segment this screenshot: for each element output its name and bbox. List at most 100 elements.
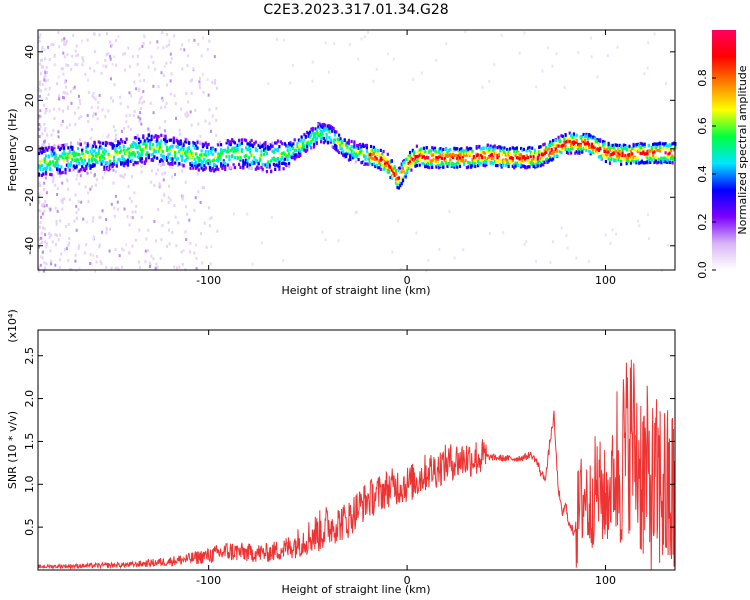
noise-speck: [49, 249, 52, 253]
spectral-cell: [467, 152, 470, 156]
spectral-cell: [431, 159, 434, 163]
noise-speck: [160, 199, 163, 203]
spectral-cell: [496, 154, 499, 158]
spectral-cell: [272, 150, 275, 154]
noise-speck: [170, 72, 173, 76]
spectral-cell: [550, 149, 553, 153]
spectral-cell: [386, 170, 389, 174]
spectral-cell: [149, 139, 152, 143]
spectral-cell: [185, 158, 188, 162]
spectral-cell: [226, 163, 230, 167]
spectral-cell: [329, 138, 332, 142]
noise-speck: [85, 220, 88, 224]
noise-speck: [47, 78, 50, 82]
noise-speck: [90, 171, 92, 174]
noise-speck: [128, 223, 131, 227]
spectral-cell: [78, 169, 81, 173]
noise-speck: [136, 142, 139, 146]
noise-speck: [138, 119, 141, 123]
spectral-cell: [281, 156, 284, 160]
spectral-cell: [170, 138, 173, 142]
spectral-cell: [192, 166, 195, 170]
spectral-cell: [328, 127, 331, 131]
spectral-cell: [506, 152, 509, 156]
spectral-cell: [439, 154, 442, 158]
spectral-cell: [426, 156, 430, 160]
spectral-cell: [199, 153, 202, 157]
spectral-cell: [124, 161, 127, 166]
spectral-cell: [542, 163, 545, 167]
spectral-cell: [570, 147, 573, 151]
spectral-cell: [596, 147, 599, 151]
spectral-cell: [336, 140, 339, 144]
noise-speck: [71, 54, 74, 58]
spectral-cell: [438, 166, 441, 170]
spectral-cell: [270, 145, 273, 149]
spectral-cell: [527, 155, 530, 160]
spectral-cell: [220, 162, 223, 166]
spectral-cell: [431, 146, 434, 150]
noise-speck: [445, 42, 448, 46]
spectral-cell: [193, 163, 196, 167]
spectral-cell: [221, 151, 224, 155]
spectral-cell: [521, 159, 524, 163]
spectral-cell: [483, 156, 487, 160]
spectral-cell: [264, 143, 267, 148]
figure-title: C2E3.2023.317.01.34.G28: [263, 2, 448, 18]
spectral-cell: [454, 147, 457, 151]
spectral-cell: [471, 149, 474, 153]
spectral-cell: [552, 151, 555, 155]
spectral-cell: [528, 148, 531, 152]
spectral-cell: [42, 147, 45, 151]
spectral-cell: [564, 144, 567, 148]
spectral-cell: [615, 150, 619, 154]
noise-speck: [321, 230, 324, 234]
spectral-cell: [654, 142, 657, 146]
spectral-cell: [458, 156, 462, 160]
noise-speck: [464, 30, 467, 34]
spectral-cell: [358, 142, 362, 147]
noise-speck: [171, 155, 174, 159]
noise-speck: [44, 240, 47, 244]
noise-speck: [185, 115, 188, 118]
spectral-cell: [311, 130, 314, 135]
spectral-cell: [183, 137, 187, 141]
spectral-cell: [518, 154, 521, 158]
noise-speck: [101, 108, 104, 112]
spectral-cell: [567, 147, 570, 152]
noise-speck: [80, 115, 82, 119]
spectral-cell: [410, 163, 413, 167]
spectral-cell: [536, 161, 539, 165]
noise-speck: [206, 77, 209, 81]
noise-speck: [60, 252, 63, 256]
spectral-cell: [63, 159, 66, 163]
spectral-cell: [289, 148, 292, 152]
noise-speck: [48, 109, 51, 113]
spectral-cell: [47, 146, 50, 150]
noise-speck: [174, 173, 176, 177]
spectral-cell: [415, 159, 418, 163]
spectral-cell: [82, 155, 85, 159]
spectral-cell: [63, 149, 66, 153]
spectral-cell: [449, 148, 452, 152]
spectral-cell: [456, 165, 459, 169]
spectral-cell: [71, 151, 74, 155]
spectral-cell: [245, 146, 248, 150]
spectral-cell: [90, 164, 93, 168]
spectral-cell: [333, 130, 337, 134]
noise-speck: [97, 106, 99, 110]
spectral-cell: [547, 147, 550, 151]
spectral-cell: [92, 144, 95, 148]
spectral-cell: [170, 157, 173, 161]
spectral-cell: [503, 150, 506, 154]
noise-speck: [93, 96, 95, 100]
spectral-cell: [353, 140, 356, 144]
spectral-cell: [629, 157, 632, 161]
noise-speck: [647, 41, 650, 45]
spectral-cell: [627, 156, 630, 160]
spectral-cell: [86, 142, 89, 146]
spectral-cell: [310, 141, 313, 145]
spectral-cell: [464, 159, 467, 163]
spectral-cell: [614, 156, 617, 160]
spectral-cell: [393, 168, 396, 172]
